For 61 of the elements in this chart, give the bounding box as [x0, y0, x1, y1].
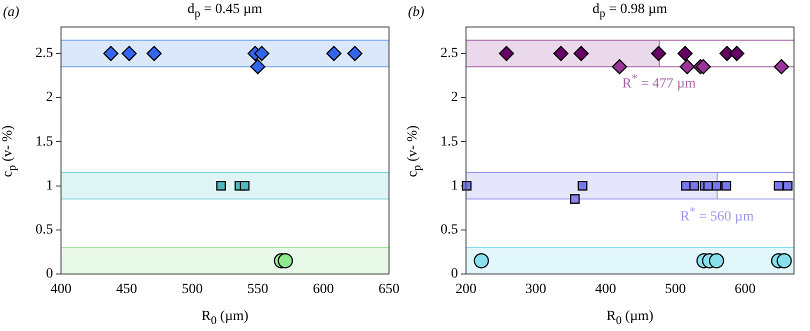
- point: [680, 59, 695, 74]
- x-tick-label: 600: [312, 282, 334, 298]
- point: [729, 46, 744, 62]
- y-tick-label: 2: [46, 90, 53, 106]
- y-tick-label: 2: [451, 90, 458, 106]
- chart-title: d$_{p}$ = 0.98 µm: [592, 2, 668, 20]
- point: [240, 180, 250, 191]
- x-tick-label: 450: [116, 282, 138, 298]
- point: [689, 180, 700, 191]
- text: (a): [3, 5, 20, 20]
- point: [721, 180, 732, 191]
- y-tick-label: 1: [451, 178, 458, 194]
- y-tick-label: 0.5: [440, 222, 458, 238]
- point: [122, 46, 137, 62]
- point: [347, 46, 362, 62]
- point: [782, 180, 793, 191]
- point: [146, 46, 162, 62]
- point: [612, 59, 628, 74]
- x-axis-title: R$_{0}$ (µm): [202, 309, 248, 327]
- x-tick-label: 400: [50, 282, 72, 298]
- x-tick-label: 600: [734, 282, 756, 298]
- point: [553, 46, 569, 62]
- y-tick-label: 0: [451, 266, 458, 282]
- point: [678, 46, 693, 62]
- point: [474, 253, 489, 268]
- point: [103, 46, 118, 62]
- point: [250, 59, 266, 74]
- point: [574, 46, 589, 62]
- text: (b): [408, 5, 424, 20]
- point: [696, 59, 711, 74]
- x-tick-label: 300: [525, 282, 546, 298]
- y-tick-label: 1: [46, 178, 53, 194]
- y-tick-label: 0: [46, 266, 53, 282]
- point: [570, 194, 580, 204]
- y-tick-label: 2.5: [36, 46, 53, 62]
- x-tick-label: 500: [664, 282, 686, 298]
- point: [774, 59, 790, 74]
- ref-line-label: R$^{*}$ = 477 µm: [622, 72, 696, 92]
- point: [216, 180, 226, 191]
- x-tick-label: 500: [182, 282, 203, 298]
- point: [326, 46, 342, 62]
- chart-title: d$_{p}$ = 0.45 µm: [188, 2, 262, 20]
- y-tick-label: 1.5: [36, 134, 53, 150]
- point: [578, 180, 588, 191]
- ref-line-label: R$^{*}$ = 560 µm: [680, 204, 754, 224]
- x-tick-label: 550: [247, 282, 268, 298]
- point: [498, 46, 514, 62]
- x-tick-label: 200: [456, 282, 476, 298]
- point: [776, 253, 792, 268]
- point: [254, 46, 270, 62]
- point: [774, 180, 784, 191]
- x-tick-label: 650: [378, 282, 400, 298]
- point: [278, 253, 293, 268]
- point: [651, 46, 666, 62]
- point: [712, 180, 722, 191]
- point: [708, 253, 724, 268]
- x-axis-title: R$_{0}$ (µm): [606, 309, 654, 327]
- x-tick-label: 400: [595, 282, 616, 298]
- y-tick-label: 0.5: [36, 222, 53, 238]
- y-tick-label: 1.5: [440, 134, 458, 150]
- y-tick-label: 2.5: [440, 46, 458, 62]
